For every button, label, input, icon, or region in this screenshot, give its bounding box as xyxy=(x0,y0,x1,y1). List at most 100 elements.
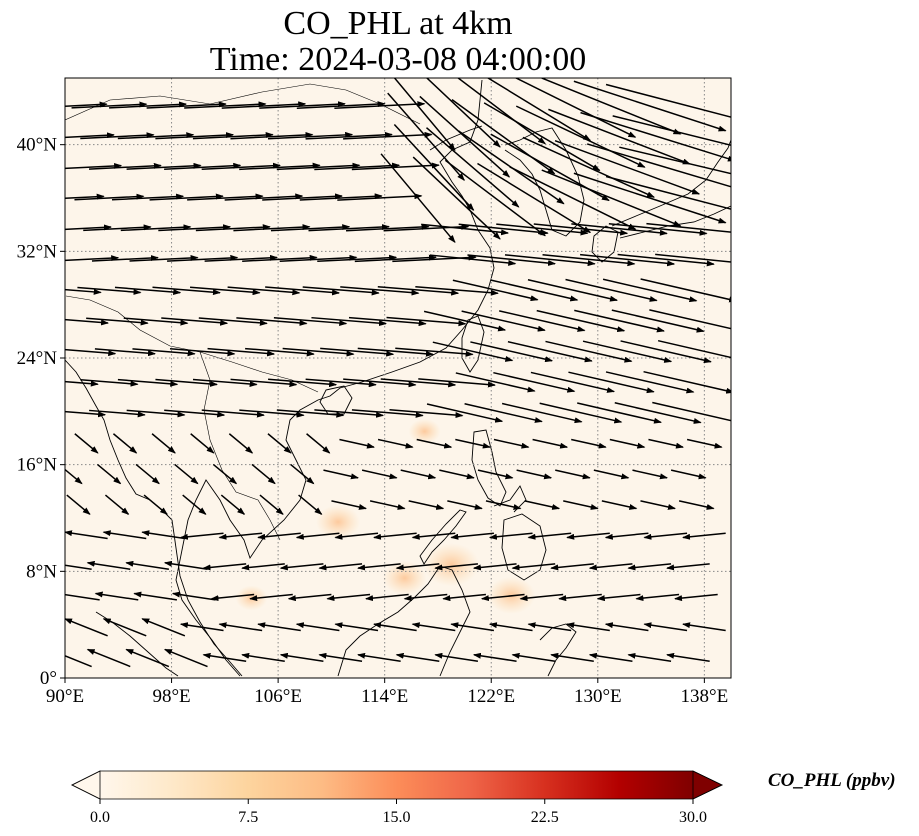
wind-vector xyxy=(298,494,323,515)
wind-vector xyxy=(411,532,456,540)
wind-vector xyxy=(120,224,192,232)
wind-vector xyxy=(202,563,247,571)
wind-vector xyxy=(619,146,731,175)
wind-vector xyxy=(161,317,229,326)
wind-vector xyxy=(65,618,108,637)
wind-vector xyxy=(204,254,279,262)
wind-vector xyxy=(164,409,226,418)
wind-vector xyxy=(395,347,474,357)
wind-vector xyxy=(129,254,199,262)
wind-vector xyxy=(415,285,499,296)
wind-vector xyxy=(490,279,579,302)
wind-vector xyxy=(305,378,377,388)
wind-vector xyxy=(262,193,343,201)
lat-tick-label: 32°N xyxy=(17,241,58,262)
wind-vector xyxy=(652,401,731,422)
wind-vector xyxy=(164,162,242,170)
wind-vector xyxy=(221,101,307,109)
wind-vector xyxy=(339,438,375,449)
colorbar-ticks: 0.0 7.5 15.0 22.5 30.0 xyxy=(90,799,707,826)
wind-vector xyxy=(80,378,139,387)
wind-vector xyxy=(343,378,417,388)
wind-vector xyxy=(393,123,475,211)
wind-vector xyxy=(126,162,202,170)
wind-vector xyxy=(580,253,676,267)
wind-vector xyxy=(418,378,496,388)
wind-vector xyxy=(276,409,345,418)
lon-tick-label: 130°E xyxy=(574,686,622,707)
wind-vector xyxy=(132,348,196,357)
wind-vector xyxy=(210,593,255,602)
wind-vector xyxy=(65,224,112,231)
wind-vector xyxy=(224,193,304,201)
lon-tick-label: 138°E xyxy=(681,686,729,707)
wind-vector xyxy=(389,408,464,419)
wind-vector xyxy=(640,278,731,303)
border-indochina xyxy=(199,351,281,541)
map-subtitle: Time: 2024-03-08 04:00:00 xyxy=(209,41,587,78)
wind-vector xyxy=(573,80,727,132)
wind-vector xyxy=(91,255,159,262)
wind-vector xyxy=(470,341,554,363)
wind-vector xyxy=(604,622,649,632)
wind-vector xyxy=(86,648,131,668)
wind-vector xyxy=(351,162,440,171)
lon-tick-label: 106°E xyxy=(254,686,302,707)
wind-vector xyxy=(477,469,514,480)
wind-vector xyxy=(230,378,298,388)
coastline-taiwan xyxy=(461,315,485,373)
wind-vector xyxy=(452,279,539,302)
wind-vector xyxy=(550,563,594,571)
wind-vector xyxy=(276,162,361,171)
wind-vector xyxy=(282,347,355,357)
wind-vector xyxy=(334,101,426,109)
wind-vector xyxy=(472,563,517,571)
wind-vector xyxy=(458,130,565,205)
border-mongolia xyxy=(65,83,421,125)
wind-vector xyxy=(320,347,395,357)
wind-vector xyxy=(643,622,688,632)
wind-vector xyxy=(245,347,315,357)
wind-vector xyxy=(259,494,284,515)
wind-vector xyxy=(343,131,433,140)
wind-vector xyxy=(450,622,495,632)
wind-vector xyxy=(555,469,591,480)
wind-vector xyxy=(65,380,99,387)
wind-vector xyxy=(65,593,100,601)
wind-vector xyxy=(464,403,543,423)
wind-vector xyxy=(218,532,263,540)
wind-vector xyxy=(189,286,261,296)
wind-vector xyxy=(635,593,680,602)
wind-vector xyxy=(536,309,626,333)
wind-vector xyxy=(425,78,501,148)
map-title: CO_PHL at 4km xyxy=(283,5,513,42)
wind-vector xyxy=(648,438,684,449)
wind-vector xyxy=(588,563,633,571)
wind-vector xyxy=(179,622,224,632)
wind-vector xyxy=(678,500,715,510)
wind-vector xyxy=(511,652,556,662)
border-china-south xyxy=(65,295,319,393)
wind-vector xyxy=(155,378,218,387)
lat-tick-label: 40°N xyxy=(17,135,58,156)
lon-tick-label: 114°E xyxy=(361,686,408,707)
wind-vector xyxy=(257,532,301,540)
wind-vector xyxy=(77,286,142,295)
wind-vector xyxy=(117,132,195,140)
wind-vector xyxy=(318,563,363,571)
wind-vector xyxy=(429,254,517,266)
wind-vector xyxy=(94,348,156,357)
wind-vector xyxy=(334,622,379,632)
wind-vector xyxy=(493,371,576,393)
wind-vector xyxy=(571,438,607,449)
wind-vector xyxy=(123,317,189,326)
wind-vector xyxy=(74,193,145,201)
wind-vector xyxy=(519,593,564,602)
wind-vector xyxy=(242,254,318,262)
wind-vector xyxy=(568,371,655,394)
wind-vector xyxy=(614,402,702,424)
wind-vector xyxy=(239,162,321,171)
lon-tick-label: 98°E xyxy=(152,686,190,707)
wind-vector xyxy=(65,564,92,570)
